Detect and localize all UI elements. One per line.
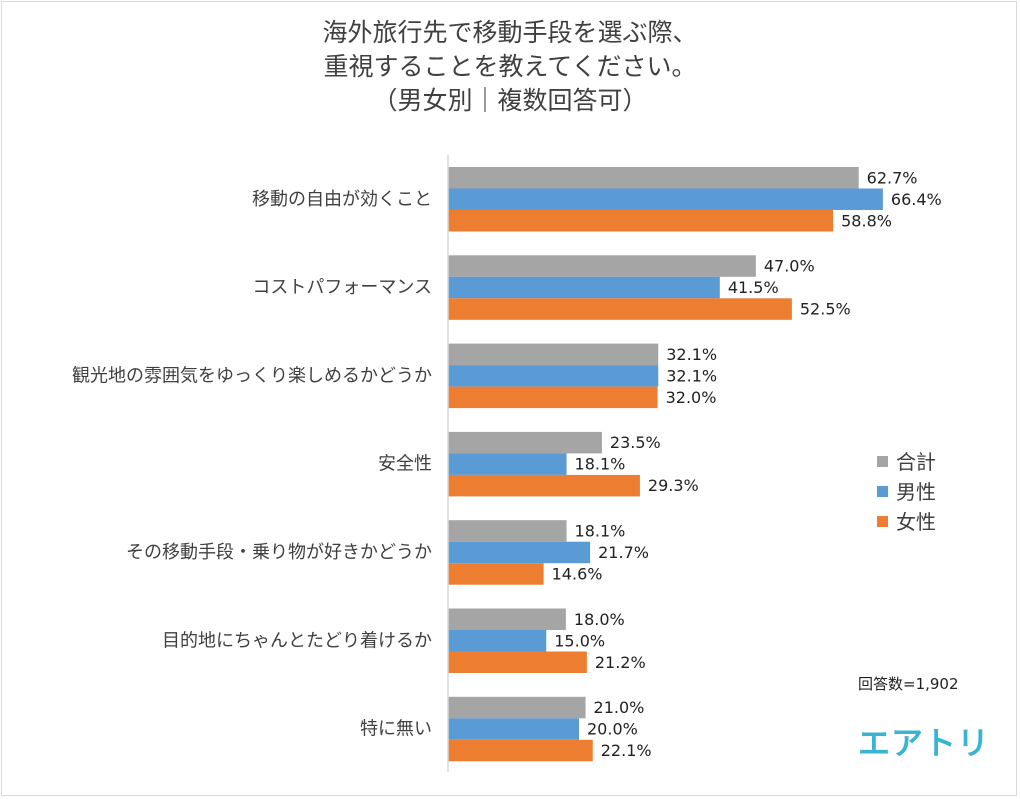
data-label: 21.7% <box>598 543 649 562</box>
bar-2 <box>448 474 640 497</box>
category-label: 目的地にちゃんとたどり着けるか <box>162 630 432 651</box>
legend-swatch-0 <box>877 456 888 467</box>
bar-1 <box>448 453 567 475</box>
bar-2 <box>448 386 658 409</box>
data-label: 29.3% <box>648 476 699 495</box>
bar-2 <box>448 563 544 585</box>
bar-0 <box>448 255 756 277</box>
bar-1 <box>448 365 659 387</box>
data-label: 47.0% <box>764 257 815 276</box>
title-line-1: 海外旅行先で移動手段を選ぶ際、 <box>322 18 698 47</box>
chart-title: 海外旅行先で移動手段を選ぶ際、 重視することを教えてください。 （男女別｜複数回… <box>290 16 730 118</box>
data-label: 14.6% <box>552 564 603 583</box>
data-label: 41.5% <box>728 278 779 297</box>
data-label: 22.1% <box>601 741 652 760</box>
data-label: 58.8% <box>841 211 892 230</box>
category-label: 安全性 <box>378 454 432 475</box>
data-label: 23.5% <box>610 433 661 452</box>
bar-0 <box>448 608 566 630</box>
bar-1 <box>448 718 579 740</box>
category-label: その移動手段・乗り物が好きかどうか <box>126 542 432 563</box>
data-label: 18.1% <box>575 455 626 474</box>
bar-2 <box>448 651 587 673</box>
category-label: 観光地の雰囲気をゆっくり楽しめるかどうか <box>72 365 432 386</box>
bar-2 <box>448 298 792 320</box>
data-label: 18.1% <box>575 521 626 540</box>
legend-label-2: 女性 <box>896 510 936 534</box>
title-line-3: （男女別｜複数回答可） <box>372 86 648 115</box>
data-label: 32.1% <box>666 345 717 364</box>
category-label: コストパフォーマンス <box>252 277 432 298</box>
bar-1 <box>448 276 720 299</box>
bar-0 <box>448 343 659 366</box>
data-label: 18.0% <box>574 610 625 629</box>
title-line-2: 重視することを教えてください。 <box>323 52 697 81</box>
bar-0 <box>448 696 586 719</box>
data-label: 62.7% <box>867 168 918 187</box>
legend-swatch-1 <box>877 486 888 497</box>
bar-0 <box>448 431 602 454</box>
data-label: 32.0% <box>666 388 717 407</box>
legend-label-0: 合計 <box>896 450 936 474</box>
bar-1 <box>448 188 883 210</box>
data-label: 15.0% <box>554 631 605 650</box>
brand-logo: エアトリ <box>858 724 991 762</box>
bar-0 <box>448 167 859 189</box>
legend-label-1: 男性 <box>896 480 936 504</box>
data-label: 21.2% <box>595 653 646 672</box>
category-label: 移動の自由が効くこと <box>252 189 432 210</box>
data-label: 20.0% <box>587 720 638 739</box>
bar-0 <box>448 520 567 542</box>
bar-1 <box>448 541 591 564</box>
data-label: 21.0% <box>594 698 645 717</box>
respondent-count: 回答数=1,902 <box>858 675 959 693</box>
category-label: 特に無い <box>360 719 432 740</box>
bar-1 <box>448 630 547 652</box>
data-label: 52.5% <box>800 300 851 319</box>
bar-2 <box>448 210 834 232</box>
data-label: 32.1% <box>666 366 717 385</box>
bar-2 <box>448 739 593 762</box>
legend-swatch-2 <box>877 516 888 527</box>
data-label: 66.4% <box>891 190 942 209</box>
